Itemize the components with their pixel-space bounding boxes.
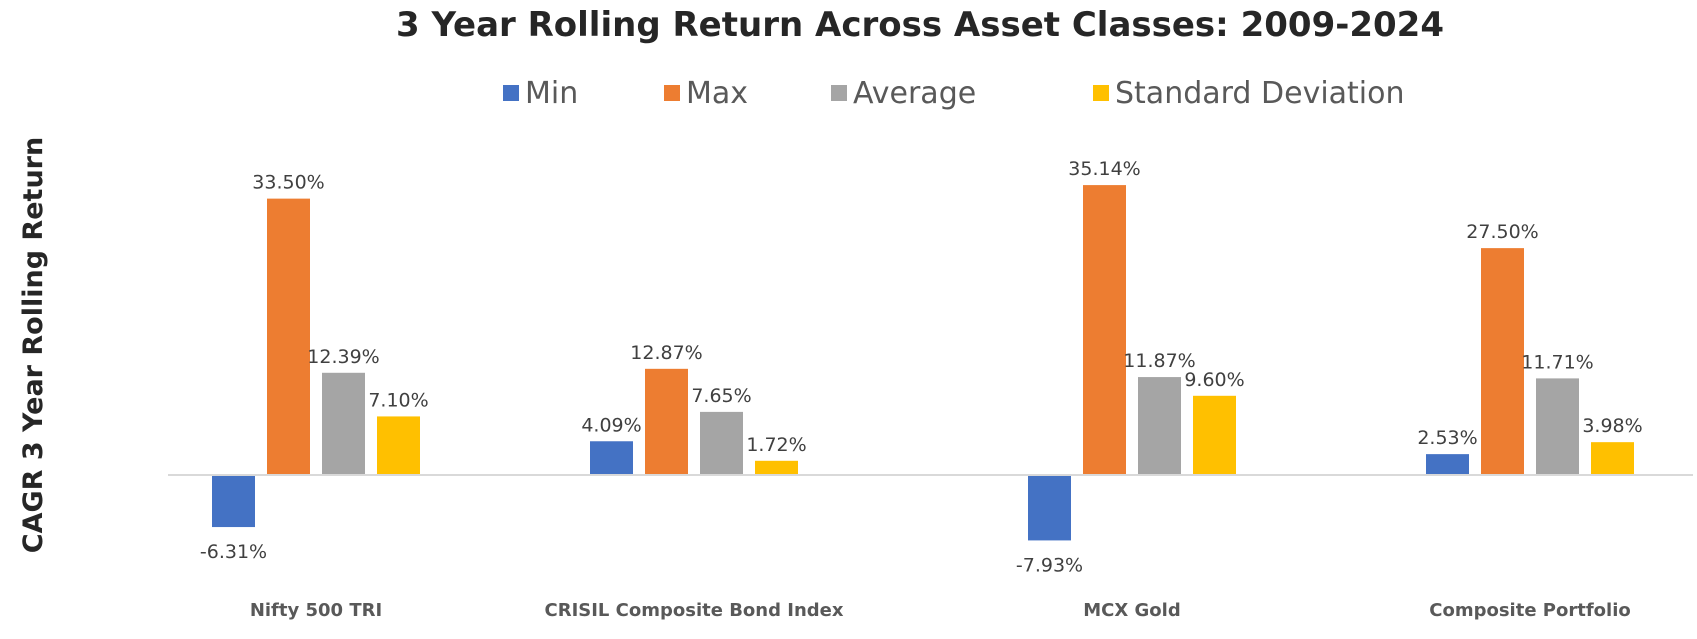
chart-title: 3 Year Rolling Return Across Asset Class… bbox=[396, 5, 1444, 45]
data-label-1-3: 27.50% bbox=[1466, 221, 1538, 243]
plot-area: -6.31% 4.09% -7.93% 2.53% 33.50% 12.87% 35.14%… bbox=[168, 158, 1693, 621]
bar-0-1 bbox=[590, 441, 633, 475]
bar-3-0 bbox=[377, 416, 420, 475]
bar-3-2 bbox=[1193, 395, 1236, 475]
legend-swatch-2 bbox=[831, 85, 847, 101]
data-label-0-1: 4.09% bbox=[581, 414, 641, 436]
data-label-2-3: 11.71% bbox=[1521, 351, 1593, 373]
data-label-1-2: 35.14% bbox=[1068, 158, 1140, 180]
data-label-2-0: 12.39% bbox=[307, 346, 379, 368]
data-label-1-1: 12.87% bbox=[630, 342, 702, 364]
bar-0-2 bbox=[1028, 475, 1071, 541]
bar-2-1 bbox=[700, 411, 743, 475]
bar-2-3 bbox=[1536, 378, 1579, 475]
data-label-1-0: 33.50% bbox=[252, 172, 324, 194]
data-label-2-2: 11.87% bbox=[1123, 350, 1195, 372]
data-label-2-1: 7.65% bbox=[691, 385, 751, 407]
data-label-3-0: 7.10% bbox=[368, 389, 428, 411]
data-label-0-3: 2.53% bbox=[1417, 427, 1477, 449]
bar-1-1 bbox=[645, 368, 688, 475]
data-label-3-2: 9.60% bbox=[1184, 369, 1244, 391]
bar-3-1 bbox=[755, 460, 798, 475]
legend: Min Max Average Standard Deviation bbox=[503, 76, 1405, 111]
data-label-0-2: -7.93% bbox=[1016, 554, 1083, 576]
legend-label-1: Max bbox=[686, 76, 748, 111]
legend-label-2: Average bbox=[853, 76, 976, 111]
category-label-2: MCX Gold bbox=[1083, 600, 1180, 621]
category-label-1: CRISIL Composite Bond Index bbox=[545, 600, 844, 621]
bar-1-2 bbox=[1083, 185, 1126, 475]
legend-label-0: Min bbox=[525, 76, 578, 111]
bar-0-0 bbox=[212, 475, 255, 528]
data-label-3-1: 1.72% bbox=[746, 434, 806, 456]
bar-2-0 bbox=[322, 372, 365, 475]
legend-swatch-0 bbox=[503, 85, 519, 101]
bar-0-3 bbox=[1426, 454, 1469, 475]
category-label-0: Nifty 500 TRI bbox=[250, 600, 382, 621]
bar-3-3 bbox=[1591, 442, 1634, 475]
data-label-3-3: 3.98% bbox=[1582, 415, 1642, 437]
bar-2-2 bbox=[1138, 377, 1181, 475]
y-axis-label: CAGR 3 Year Rolling Return bbox=[18, 137, 49, 553]
legend-swatch-1 bbox=[664, 85, 680, 101]
legend-label-3: Standard Deviation bbox=[1115, 76, 1405, 111]
bar-1-0 bbox=[267, 198, 310, 475]
data-label-0-0: -6.31% bbox=[200, 541, 267, 563]
legend-swatch-3 bbox=[1093, 85, 1109, 101]
bar-1-3 bbox=[1481, 248, 1524, 475]
category-label-3: Composite Portfolio bbox=[1429, 600, 1631, 621]
